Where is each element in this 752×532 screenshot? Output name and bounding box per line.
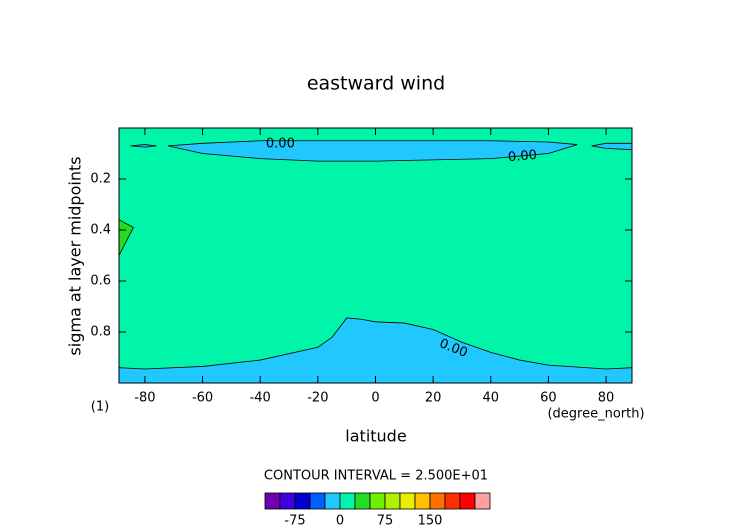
colorbar-box bbox=[399, 492, 416, 510]
y-tick-label: 0.6 bbox=[90, 274, 111, 289]
contour-region bbox=[118, 317, 633, 384]
colorbar-box bbox=[414, 492, 431, 510]
colorbar-box bbox=[339, 492, 356, 510]
y-tick-label: 0.2 bbox=[90, 172, 111, 187]
colorbar-box bbox=[369, 492, 386, 510]
colorbar-box bbox=[354, 492, 371, 510]
colorbar-box bbox=[384, 492, 401, 510]
contour-label: 0.00 bbox=[266, 136, 295, 151]
contour-region bbox=[130, 144, 157, 148]
colorbar-box bbox=[294, 492, 311, 510]
x-tick-label: 80 bbox=[598, 391, 615, 406]
colorbar-box bbox=[474, 492, 491, 510]
colorbar-box bbox=[459, 492, 476, 510]
contour-interval: CONTOUR INTERVAL = 2.500E+01 bbox=[264, 469, 488, 484]
x-unit: (degree_north) bbox=[547, 407, 644, 422]
x-tick-label: 40 bbox=[483, 391, 500, 406]
corner-label: (1) bbox=[91, 400, 109, 415]
colorbar-box bbox=[324, 492, 341, 510]
x-axis-label: latitude bbox=[345, 427, 406, 446]
chart-title: eastward wind bbox=[307, 73, 445, 95]
colorbar-box bbox=[309, 492, 326, 510]
contour-region bbox=[167, 140, 578, 162]
colorbar-tick-label: -75 bbox=[284, 514, 305, 529]
x-tick-label: -80 bbox=[134, 391, 155, 406]
colorbar-box bbox=[264, 492, 281, 510]
contour-label: 0.00 bbox=[507, 148, 537, 165]
colorbar-box bbox=[279, 492, 296, 510]
x-tick-label: 0 bbox=[371, 391, 379, 406]
y-tick-label: 0.4 bbox=[90, 223, 111, 238]
x-tick-label: 60 bbox=[540, 391, 557, 406]
colorbar-tick-label: 75 bbox=[377, 514, 394, 529]
colorbar-box bbox=[429, 492, 446, 510]
x-tick-label: -40 bbox=[250, 391, 271, 406]
colorbar-tick-label: 0 bbox=[336, 514, 344, 529]
x-tick-label: -60 bbox=[192, 391, 213, 406]
colorbar-tick-label: 150 bbox=[418, 514, 443, 529]
colorbar-box bbox=[444, 492, 461, 510]
x-tick-label: 20 bbox=[425, 391, 442, 406]
x-tick-label: -20 bbox=[307, 391, 328, 406]
y-tick-label: 0.8 bbox=[90, 325, 111, 340]
y-axis-label: sigma at layer midpoints bbox=[66, 156, 85, 355]
